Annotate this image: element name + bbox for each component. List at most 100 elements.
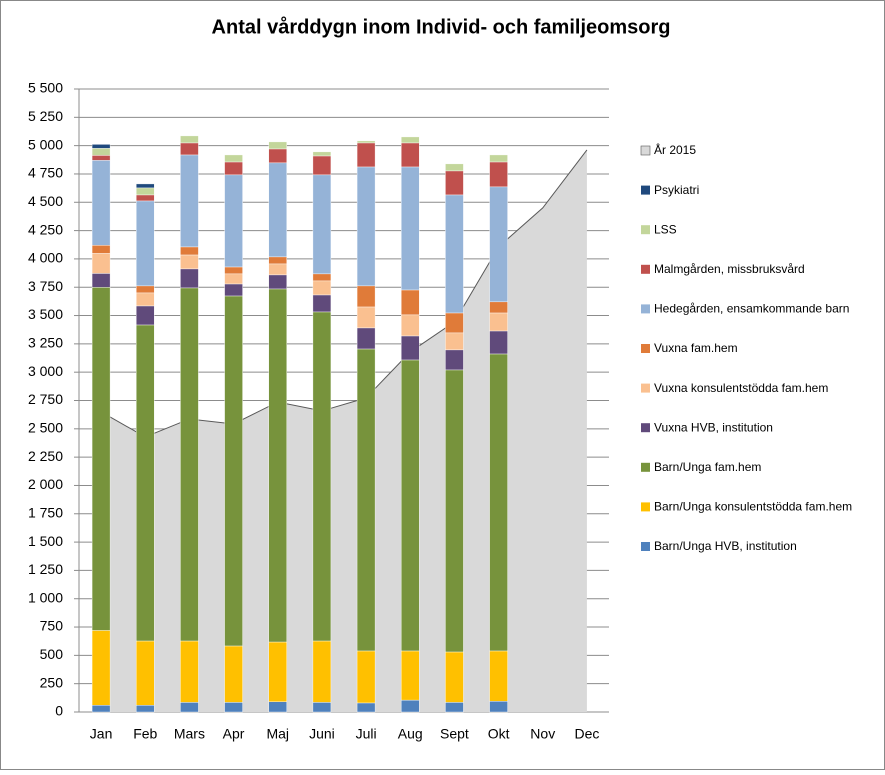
bar-segment — [312, 640, 332, 703]
legend-swatch — [641, 502, 650, 512]
bar-segment — [356, 140, 376, 144]
bar-segment — [268, 641, 287, 703]
bar-segment — [489, 161, 508, 188]
bar-segment — [180, 246, 199, 256]
bar-segment — [91, 273, 111, 288]
bar-segment — [268, 274, 287, 290]
legend-swatch — [641, 264, 650, 274]
bar-segment — [180, 702, 199, 713]
y-tick-label: 1 750 — [28, 504, 63, 520]
bar-segment — [91, 630, 111, 706]
x-tick-label: Jan — [90, 726, 113, 742]
bar-segment — [180, 640, 199, 703]
bar-segment — [356, 327, 376, 350]
x-tick-label: Juli — [356, 726, 377, 742]
area — [101, 149, 587, 712]
bar-segment — [445, 369, 464, 653]
y-tick-label: 1 500 — [28, 533, 63, 549]
bar-segment — [224, 273, 243, 285]
bar-segment — [136, 200, 155, 287]
bar-segment — [489, 154, 508, 163]
bar-segment — [224, 161, 243, 176]
legend-label: Vuxna fam.hem — [654, 341, 738, 355]
legend-swatch — [641, 462, 650, 472]
bar-segment — [445, 170, 464, 196]
x-tick-label: Juni — [309, 726, 335, 742]
y-tick-label: 1 000 — [28, 589, 63, 605]
bar-segment — [268, 263, 287, 276]
bar-segment — [445, 651, 464, 703]
bar-segment — [136, 187, 155, 196]
x-tick-label: Nov — [530, 726, 555, 742]
bar-segment — [136, 183, 155, 189]
x-tick-label: Maj — [266, 726, 289, 742]
y-tick-label: 5 250 — [28, 108, 63, 124]
bar-segment — [312, 174, 332, 275]
bar-segment — [268, 701, 287, 713]
legend-label: Malmgården, missbruksvård — [654, 262, 805, 276]
bar-segment — [489, 330, 508, 355]
chart-title: Antal vårddygn inom Individ- och familje… — [212, 15, 671, 38]
bar-segment — [180, 287, 199, 642]
bar-segment — [180, 268, 199, 289]
bar-segment — [312, 311, 332, 642]
bar-segment — [268, 162, 287, 258]
bar-segment — [224, 702, 243, 713]
bar-segment — [489, 186, 508, 303]
bar-segment — [445, 163, 464, 172]
y-tick-label: 2 000 — [28, 476, 63, 492]
y-tick-label: 250 — [40, 674, 64, 690]
bar-segment — [489, 353, 508, 652]
y-tick-label: 4 500 — [28, 193, 63, 209]
y-tick-label: 3 750 — [28, 278, 63, 294]
bar-segment — [445, 332, 464, 351]
bar-layer — [91, 135, 508, 713]
bar-segment — [136, 324, 155, 642]
legend-swatch — [641, 344, 650, 353]
bar-segment — [356, 702, 376, 713]
bar-segment — [91, 144, 111, 149]
bar-segment — [91, 160, 111, 246]
legend-swatch — [641, 423, 650, 433]
bar-segment — [91, 253, 111, 274]
legend-swatch — [641, 383, 650, 393]
y-tick-label: 3 000 — [28, 363, 63, 379]
y-tick-label: 2 500 — [28, 420, 63, 436]
bar-segment — [356, 650, 376, 704]
bar-segment — [268, 256, 287, 265]
legend-label: Barn/Unga fam.hem — [654, 460, 761, 474]
y-tick-label: 5 000 — [28, 136, 63, 152]
bar-segment — [136, 285, 155, 294]
bar-segment — [401, 166, 420, 291]
bar-segment — [224, 266, 243, 275]
bar-segment — [445, 194, 464, 314]
legend-label: Psykiatri — [654, 183, 699, 197]
bar-segment — [401, 335, 420, 361]
legend-label: Barn/Unga konsulentstödda fam.hem — [654, 500, 852, 514]
bar-segment — [401, 650, 420, 701]
y-tick-label: 2 250 — [28, 448, 63, 464]
bar-segment — [312, 280, 332, 296]
legend-label: Barn/Unga HVB, institution — [654, 539, 797, 553]
bar-segment — [136, 305, 155, 326]
bar-segment — [91, 705, 111, 713]
y-tick-label: 1 250 — [28, 561, 63, 577]
bar-segment — [136, 640, 155, 706]
bar-segment — [356, 306, 376, 329]
legend-label: Vuxna konsulentstödda fam.hem — [654, 381, 828, 395]
x-tick-label: Okt — [488, 726, 510, 742]
bar-segment — [489, 312, 508, 332]
bar-segment — [224, 295, 243, 647]
bar-segment — [180, 154, 199, 248]
y-tick-label: 5 500 — [28, 80, 63, 96]
bar-segment — [180, 142, 199, 156]
x-tick-label: Sept — [440, 726, 469, 742]
bar-segment — [268, 141, 287, 150]
bar-segment — [401, 359, 420, 652]
bar-segment — [489, 650, 508, 702]
bar-segment — [91, 148, 111, 156]
bar-segment — [401, 314, 420, 337]
bar-segment — [268, 288, 287, 643]
bar-segment — [401, 142, 420, 168]
y-tick-label: 4 000 — [28, 250, 63, 266]
